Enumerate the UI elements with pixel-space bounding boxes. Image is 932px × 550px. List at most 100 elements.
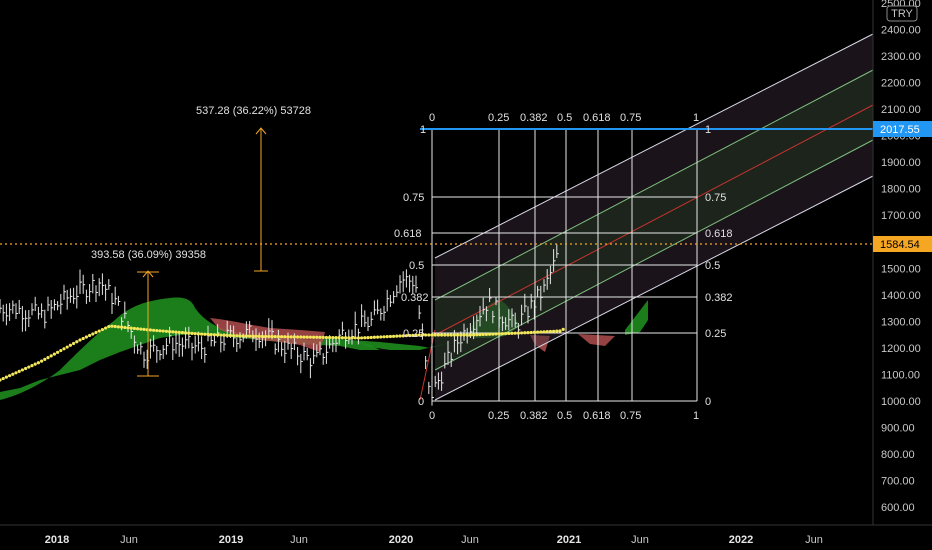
ma-dot — [385, 335, 389, 339]
price-axis[interactable]: 2500.002400.002300.002200.002100.002000.… — [872, 0, 932, 525]
ma-dot — [366, 336, 370, 340]
price-axis-tick: 2500.00 — [881, 0, 921, 10]
ma-dot — [168, 329, 172, 334]
time-axis-tick: Jun — [631, 534, 649, 546]
ma-dot — [209, 332, 213, 337]
ma-dot — [1, 376, 5, 381]
ma-dot — [52, 352, 57, 356]
ma-dot — [27, 365, 31, 369]
ma-dot — [100, 327, 104, 332]
ma-dot — [270, 334, 274, 339]
ma-dot — [529, 330, 533, 335]
fib-right-label: 0.618 — [705, 228, 733, 240]
price-axis-tick: 900.00 — [881, 422, 915, 434]
ma-dot — [475, 333, 479, 337]
ma-dot — [548, 329, 553, 334]
ma-dot — [424, 333, 428, 337]
ma-dot — [155, 328, 159, 333]
ma-dot — [353, 336, 357, 340]
ma-dot — [552, 329, 556, 333]
fib-right-label: 0.25 — [705, 328, 726, 340]
time-axis-tick: Jun — [120, 534, 138, 546]
price-axis-tick: 2400.00 — [881, 25, 921, 37]
ma-dot — [360, 336, 364, 340]
fib-left-label: 0.382 — [401, 292, 429, 304]
ma-dot — [318, 335, 322, 339]
ma-dot — [520, 331, 524, 335]
price-tag-current — [873, 236, 932, 252]
price-axis-tick: 1400.00 — [881, 290, 921, 302]
currency-badge[interactable] — [886, 5, 918, 22]
time-axis-tick: 2019 — [219, 534, 243, 546]
price-tag-target-label: 2017.55 — [880, 124, 920, 136]
ma-dot — [248, 334, 252, 338]
fib-left-labels: 1 0.75 0.618 0.5 0.382 0.25 0 — [394, 124, 429, 408]
ma-dot — [148, 328, 152, 332]
ma-dot — [120, 325, 124, 329]
time-axis[interactable]: 2018 Jun 2019 Jun 2020 Jun 2021 Jun 2022 Jun — [0, 524, 932, 546]
price-axis-tick: 2200.00 — [881, 78, 921, 90]
ma-dot — [62, 347, 66, 351]
ma-dot — [200, 332, 204, 336]
ma-dot — [302, 335, 306, 339]
ma-dot — [184, 331, 188, 335]
ma-dot — [273, 334, 277, 339]
ma-dot — [468, 333, 472, 337]
fib-top-label: 0.618 — [583, 112, 611, 124]
ma-dot — [216, 333, 220, 337]
ma-dot — [187, 331, 191, 335]
fib-left-label: 1 — [420, 124, 426, 136]
ma-dot — [337, 336, 341, 340]
ma-dot — [558, 329, 562, 333]
ma-dot — [142, 327, 146, 331]
fib-top-label: 0 — [429, 112, 435, 124]
ma-dot — [363, 336, 367, 340]
ma-dot — [433, 333, 437, 337]
ma-dot — [264, 334, 268, 339]
ma-dot — [417, 333, 421, 337]
ma-dot — [104, 326, 108, 330]
ma-dot — [356, 336, 360, 340]
ma-dot — [251, 334, 255, 338]
ma-dot — [523, 331, 527, 335]
fib-top-labels: 0 0.25 0.382 0.5 0.618 0.75 1 — [429, 112, 699, 124]
pitchfork-channel — [419, 33, 874, 401]
ma-dot — [465, 333, 469, 337]
ma-dot — [110, 324, 114, 328]
ma-dot — [350, 336, 354, 340]
ma-dot — [507, 331, 511, 336]
fib-left-label: 0.25 — [403, 328, 424, 340]
ma-dot — [139, 327, 143, 331]
ma-dot — [158, 329, 162, 333]
ma-dot — [292, 335, 296, 339]
ma-dot — [107, 324, 111, 329]
ma-dot — [478, 333, 482, 337]
time-axis-tick: 2022 — [729, 534, 753, 546]
ma-dot — [225, 333, 229, 337]
ma-dot — [395, 334, 399, 338]
ma-dot — [340, 336, 344, 340]
ma-dot — [0, 378, 2, 382]
ma-dot — [449, 333, 453, 337]
price-axis-tick: 1300.00 — [881, 316, 921, 328]
ma-dot — [539, 330, 543, 334]
ma-dot — [532, 330, 537, 334]
ma-dot — [126, 326, 130, 330]
ma-dot — [257, 334, 261, 338]
ma-dot — [219, 333, 223, 337]
ma-dot — [324, 335, 328, 340]
ma-dot — [65, 345, 69, 349]
ma-dot — [232, 334, 236, 338]
fib-right-label: 0 — [705, 396, 711, 408]
ma-dot — [305, 335, 309, 339]
ma-dot — [190, 331, 194, 335]
time-axis-tick: Jun — [290, 534, 308, 546]
ma-dot — [536, 330, 540, 334]
ma-dot — [459, 333, 463, 337]
ma-dot — [414, 333, 418, 337]
ma-dot — [411, 333, 415, 337]
ma-dot — [136, 327, 140, 331]
time-axis-tick: 2018 — [45, 534, 69, 546]
